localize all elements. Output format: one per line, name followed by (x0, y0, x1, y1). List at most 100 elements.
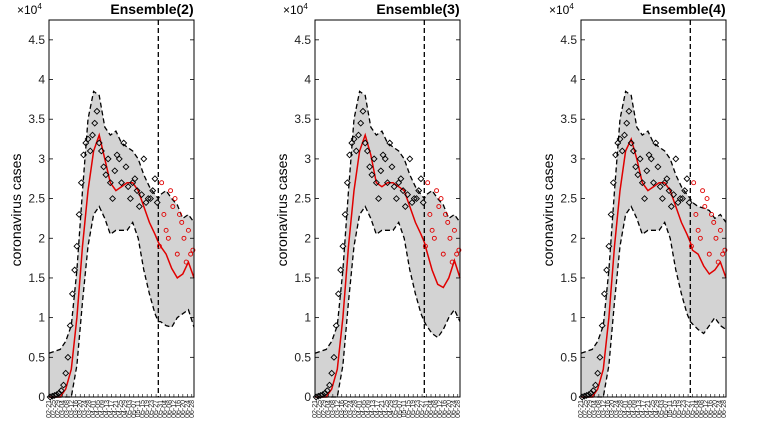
test-point (163, 227, 169, 233)
y-tick-label: 0.5 (294, 350, 311, 364)
x-tick-label: 04-17 (108, 400, 115, 418)
x-tick-label: 06-20 (712, 400, 719, 418)
train-point (104, 155, 112, 163)
y-multiplier: ×104 (549, 2, 574, 17)
train-point (643, 167, 651, 175)
y-tick-label: 3.5 (28, 112, 45, 126)
test-point (185, 227, 191, 233)
y-tick-label: 1.5 (560, 271, 577, 285)
y-tick-label: 0.5 (560, 350, 577, 364)
x-tick-label: 06-04 (694, 400, 701, 418)
x-tick-label: 04-25 (117, 400, 124, 418)
chart-title: Ensemble(2) (110, 1, 193, 17)
x-tick-label: 03-08 (330, 400, 337, 418)
test-point (170, 204, 176, 209)
test-point (183, 259, 189, 265)
train-point (685, 199, 693, 207)
test-point (704, 196, 710, 202)
train-point (641, 195, 649, 203)
train-point (343, 179, 351, 187)
train-point (86, 147, 94, 155)
y-tick-label: 2 (38, 231, 45, 245)
x-tick-label: 04-21 (379, 400, 386, 418)
test-point (427, 212, 433, 217)
train-point (337, 266, 345, 274)
axes-box (48, 19, 195, 398)
x-tick-label: 03-24 (348, 400, 355, 418)
x-tick-label: 04-17 (374, 400, 381, 418)
y-tick-label: 2 (570, 231, 577, 245)
test-point (425, 180, 431, 186)
train-point (654, 163, 662, 171)
train-point (390, 183, 398, 191)
train-point (415, 187, 423, 195)
x-tick-label: 06-16 (441, 400, 448, 418)
train-point (109, 195, 117, 203)
train-point (328, 369, 336, 377)
train-point (352, 147, 360, 155)
x-tick-label: 03-16 (605, 400, 612, 418)
test-point (700, 188, 706, 194)
test-point (181, 235, 187, 241)
x-tick-label: 03-04 (591, 400, 598, 418)
test-point (434, 188, 440, 194)
x-tick-label: 02-25 (50, 400, 57, 418)
train-point (131, 175, 139, 183)
x-tick-label: 06-08 (698, 400, 705, 418)
train-point (64, 353, 72, 361)
test-point (161, 212, 167, 217)
x-tick-label: 05-27 (153, 400, 160, 418)
chart-panel-ensemble-2: ×104 Ensemble(2) coronavirus cases 0 0.5 1… (8, 1, 196, 418)
y-tick-label: 3 (304, 152, 311, 166)
train-point (598, 322, 606, 330)
train-point (357, 119, 365, 127)
lower-band-line (49, 205, 195, 398)
y-tick-label: 3.5 (560, 112, 577, 126)
x-tick-label: 06-20 (446, 400, 453, 418)
x-tick-label: 05-27 (419, 400, 426, 418)
x-tick-label: 03-20 (609, 400, 616, 418)
x-tick-label: 03-16 (73, 400, 80, 418)
x-tick-label: 04-05 (627, 400, 634, 418)
train-point (111, 167, 119, 175)
confidence-band (581, 91, 726, 398)
y-tick-label: 2.5 (294, 192, 311, 206)
test-point (165, 235, 171, 241)
test-point (447, 235, 453, 241)
x-tick-label: 02-21 (46, 400, 53, 418)
train-point (679, 195, 686, 203)
test-point (713, 235, 719, 241)
train-point (135, 203, 143, 210)
y-tick-label: 0.5 (28, 350, 45, 364)
x-tick-label: 05-31 (424, 400, 431, 418)
x-tick-label: 03-12 (68, 400, 75, 418)
x-tick-label: 04-17 (640, 400, 647, 418)
y-tick-label: 0 (38, 390, 45, 404)
x-tick-label: 03-28 (352, 400, 359, 418)
train-point (375, 195, 383, 203)
x-tick-label: 06-28 (721, 400, 728, 418)
train-point (102, 171, 110, 179)
x-tick-label: 03-12 (334, 400, 341, 418)
x-tick-label: 02-25 (582, 400, 589, 418)
train-point (66, 322, 74, 330)
y-tick-label: 2 (304, 231, 311, 245)
test-point (722, 247, 728, 253)
train-point (672, 155, 680, 163)
test-point (702, 204, 708, 209)
x-tick-label: 02-29 (321, 400, 328, 418)
x-tick-label: 03-12 (600, 400, 607, 418)
train-point (594, 369, 602, 377)
train-point (84, 135, 92, 143)
train-point (600, 290, 608, 298)
y-tick-label: 4 (570, 73, 577, 87)
train-point (122, 163, 130, 171)
train-point (419, 199, 427, 207)
y-tick-label: 4.5 (28, 33, 45, 47)
upper-band-line (48, 90, 195, 354)
test-point (174, 251, 180, 257)
y-multiplier: ×104 (17, 2, 42, 17)
x-tick-label: 02-21 (578, 400, 585, 418)
train-point (650, 179, 657, 187)
